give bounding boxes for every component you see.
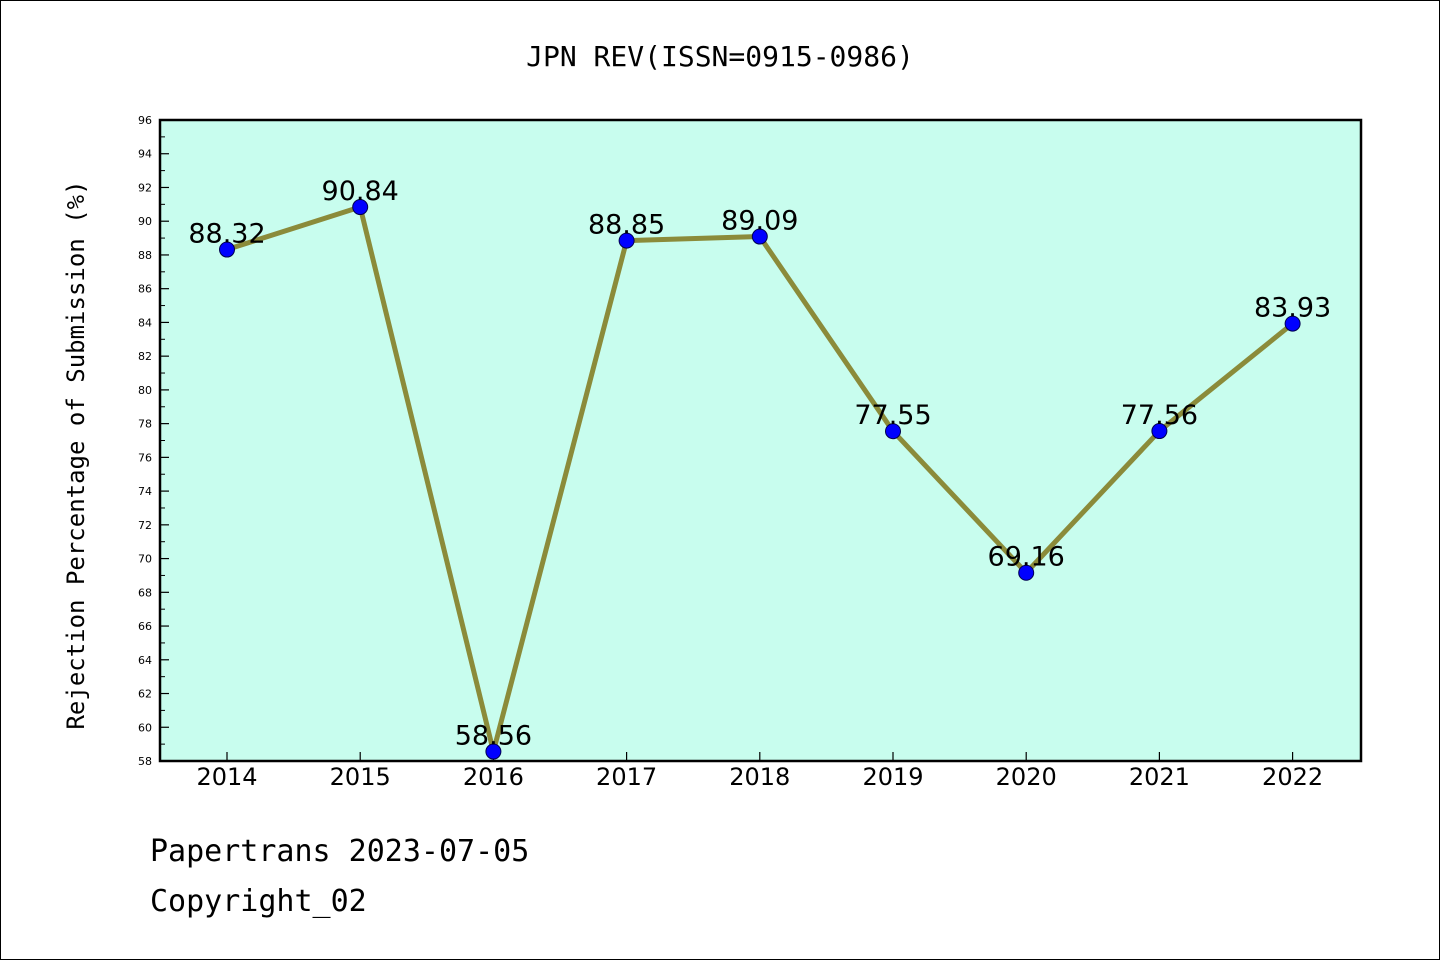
y-tick-label: 90 — [138, 215, 152, 228]
x-tick-label: 2018 — [729, 763, 790, 791]
x-tick-label: 2014 — [196, 763, 257, 791]
x-tick-label: 2019 — [862, 763, 923, 791]
plot-area — [158, 118, 1363, 763]
data-point — [618, 232, 635, 249]
footer-copyright: Copyright_02 — [150, 884, 367, 919]
y-tick-label: 80 — [138, 384, 152, 397]
data-label: 88.85 — [588, 210, 665, 241]
data-label: 58.56 — [455, 721, 532, 752]
data-point — [485, 743, 502, 760]
data-point — [1151, 423, 1168, 440]
y-axis-label: Rejection Percentage of Submission (%) — [62, 180, 90, 729]
y-tick-label: 70 — [138, 553, 152, 566]
data-point — [751, 228, 768, 245]
series-markers — [219, 199, 1301, 760]
y-tick-label: 66 — [138, 620, 152, 633]
data-label: 89.09 — [721, 206, 798, 237]
data-label: 88.32 — [188, 219, 265, 250]
x-tick-label: 2020 — [996, 763, 1057, 791]
y-tick-label: 64 — [138, 654, 152, 667]
y-tick-label: 88 — [138, 249, 152, 262]
y-tick-label: 84 — [138, 316, 152, 329]
y-tick-label: 74 — [138, 485, 152, 498]
y-tick-label: 62 — [138, 688, 152, 701]
x-tick-label: 2017 — [596, 763, 657, 791]
x-tick-label: 2015 — [330, 763, 391, 791]
chart-title: JPN REV(ISSN=0915-0986) — [526, 40, 914, 73]
data-label: 83.93 — [1254, 293, 1331, 324]
y-tick-label: 86 — [138, 283, 152, 296]
y-tick-label: 76 — [138, 451, 152, 464]
y-tick-label: 68 — [138, 586, 152, 599]
data-point — [219, 241, 235, 258]
data-point — [352, 199, 369, 216]
data-point — [1284, 315, 1301, 332]
y-tick-label: 82 — [138, 350, 152, 363]
footer-date: Papertrans 2023-07-05 — [150, 834, 530, 869]
data-label: 77.55 — [854, 400, 931, 431]
y-tick-label: 58 — [138, 755, 152, 768]
x-tick-label: 2016 — [463, 763, 524, 791]
y-tick-label: 78 — [138, 418, 152, 431]
y-tick-label: 94 — [138, 148, 152, 161]
data-label: 69.16 — [988, 542, 1065, 573]
x-tick-label: 2022 — [1262, 763, 1323, 791]
y-axis: 58 60 62 64 66 68 70 72 74 76 78 80 82 84 86 88 90 92 94 96 — [138, 114, 169, 768]
data-point — [1018, 564, 1035, 581]
data-label: 90.84 — [322, 176, 399, 207]
data-point — [885, 423, 901, 440]
y-tick-label: 96 — [138, 114, 152, 127]
data-label: 77.56 — [1121, 400, 1198, 431]
x-axis: 2014 2015 2016 2017 2018 2019 2020 2021 2022 — [196, 752, 1323, 791]
data-labels: 88.32 90.84 58.56 88.85 89.09 77.55 69.16 77.56… — [188, 176, 1331, 752]
x-tick-label: 2021 — [1129, 763, 1190, 791]
y-tick-label: 92 — [138, 181, 152, 194]
y-tick-label: 72 — [138, 519, 152, 532]
y-tick-label: 60 — [138, 721, 152, 734]
